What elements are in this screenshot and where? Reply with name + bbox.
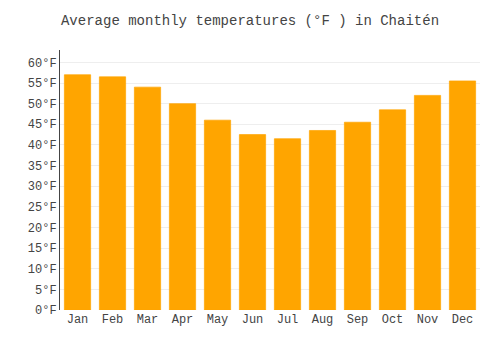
svg-text:Jul: Jul xyxy=(277,313,299,327)
svg-text:Aug: Aug xyxy=(312,313,334,327)
svg-text:Nov: Nov xyxy=(417,313,439,327)
svg-text:5°F: 5°F xyxy=(35,284,57,298)
svg-text:25°F: 25°F xyxy=(28,201,57,215)
svg-text:Jun: Jun xyxy=(242,313,264,327)
svg-text:50°F: 50°F xyxy=(28,98,57,112)
svg-text:55°F: 55°F xyxy=(28,77,57,91)
svg-text:Jan: Jan xyxy=(67,313,89,327)
svg-text:35°F: 35°F xyxy=(28,160,57,174)
svg-text:May: May xyxy=(207,313,229,327)
svg-text:15°F: 15°F xyxy=(28,242,57,256)
svg-text:40°F: 40°F xyxy=(28,139,57,153)
svg-text:Sep: Sep xyxy=(347,313,369,327)
svg-text:60°F: 60°F xyxy=(28,57,57,71)
svg-text:20°F: 20°F xyxy=(28,222,57,236)
svg-text:Apr: Apr xyxy=(172,313,194,327)
svg-text:45°F: 45°F xyxy=(28,118,57,132)
svg-text:Dec: Dec xyxy=(452,313,474,327)
svg-text:Mar: Mar xyxy=(137,313,159,327)
svg-text:Feb: Feb xyxy=(102,313,124,327)
svg-text:30°F: 30°F xyxy=(28,180,57,194)
svg-text:Oct: Oct xyxy=(382,313,404,327)
svg-text:0°F: 0°F xyxy=(35,304,57,318)
svg-text:10°F: 10°F xyxy=(28,263,57,277)
svg-text:Average monthly temperatures (: Average monthly temperatures (°F ) in Ch… xyxy=(61,13,439,29)
